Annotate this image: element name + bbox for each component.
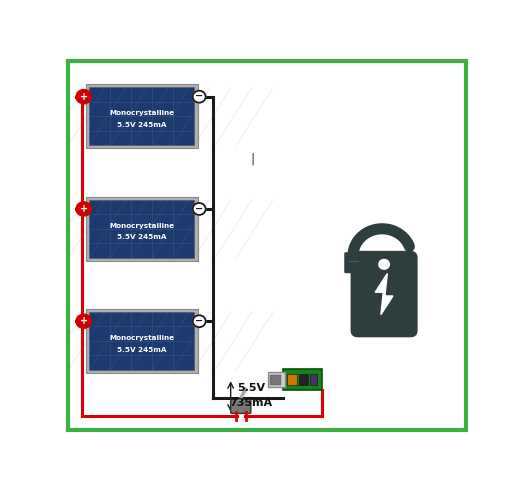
Text: |: | [251, 153, 255, 166]
FancyBboxPatch shape [287, 374, 296, 385]
Text: 735mA: 735mA [229, 398, 272, 408]
Text: −: − [195, 91, 203, 101]
FancyBboxPatch shape [270, 375, 281, 385]
FancyBboxPatch shape [90, 87, 194, 145]
FancyBboxPatch shape [86, 309, 197, 373]
Circle shape [193, 315, 206, 327]
Circle shape [193, 203, 206, 215]
Text: 5.5V 245mA: 5.5V 245mA [117, 347, 167, 352]
Circle shape [76, 202, 91, 216]
Text: 5.5V 245mA: 5.5V 245mA [117, 234, 167, 240]
Text: Monocrystalline: Monocrystalline [109, 335, 175, 341]
Text: +: + [80, 204, 88, 214]
Polygon shape [375, 274, 393, 314]
FancyBboxPatch shape [86, 197, 197, 260]
FancyBboxPatch shape [351, 251, 418, 337]
Circle shape [379, 260, 389, 269]
FancyBboxPatch shape [344, 252, 362, 273]
FancyBboxPatch shape [310, 374, 317, 385]
Text: +: + [80, 92, 88, 102]
Text: Monocrystalline: Monocrystalline [109, 110, 175, 117]
FancyBboxPatch shape [283, 369, 321, 389]
Circle shape [193, 91, 206, 103]
Text: 5.5V 245mA: 5.5V 245mA [117, 122, 167, 128]
Circle shape [76, 89, 91, 104]
Text: 5.5V: 5.5V [237, 383, 265, 393]
Text: −: − [195, 204, 203, 213]
Text: Monocrystalline: Monocrystalline [109, 223, 175, 229]
Text: +: + [80, 316, 88, 326]
FancyBboxPatch shape [86, 85, 197, 148]
FancyBboxPatch shape [90, 200, 194, 258]
FancyBboxPatch shape [231, 399, 251, 414]
Text: −: − [195, 316, 203, 326]
Circle shape [76, 314, 91, 329]
FancyBboxPatch shape [299, 374, 308, 385]
FancyBboxPatch shape [90, 312, 194, 370]
FancyBboxPatch shape [268, 372, 285, 387]
